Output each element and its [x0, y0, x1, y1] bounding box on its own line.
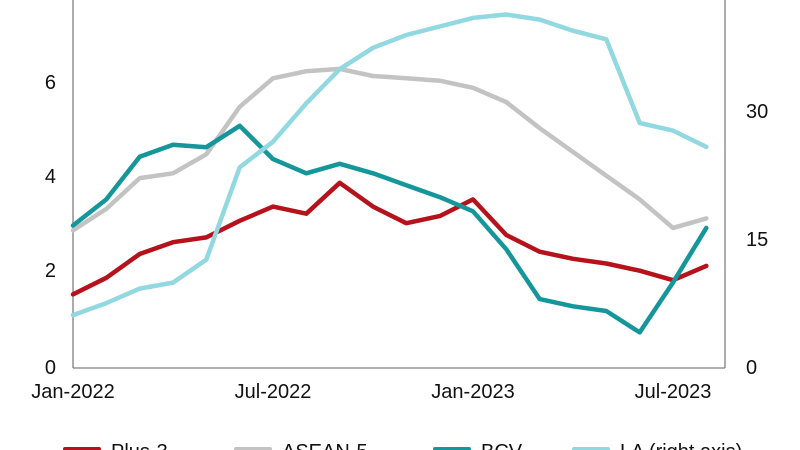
legend-marker-asean5 [234, 447, 272, 450]
series-line-asean-5 [70, 66, 709, 233]
legend-label-la: LA (right axis) [620, 439, 742, 450]
right-axis-tick-0: 0 [746, 357, 758, 379]
legend-marker-bcv [433, 447, 471, 450]
right-axis-tick-15: 15 [746, 229, 769, 251]
left-axis-tick-6: 6 [44, 72, 56, 94]
x-axis-tick-jan-2022: Jan-2022 [31, 381, 115, 403]
legend-label-plus3: Plus-3 [111, 439, 168, 450]
legend-marker-plus3 [63, 447, 101, 450]
legend-marker-la [572, 447, 610, 450]
left-axis-tick-2: 2 [44, 260, 56, 282]
legend-label-bcv: BCV [481, 439, 522, 450]
series-line-la-right-axis- [70, 12, 709, 318]
left-axis-tick-0: 0 [44, 357, 56, 379]
right-axis-tick-30: 30 [746, 101, 769, 123]
left-axis-tick-4: 4 [44, 166, 56, 188]
legend-label-asean5: ASEAN-5 [282, 439, 368, 450]
x-axis-tick-jan-2023: Jan-2023 [431, 381, 515, 403]
x-axis-tick-jul-2023: Jul-2023 [634, 381, 712, 403]
series-line-bcv [70, 123, 709, 335]
x-axis-tick-jul-2022: Jul-2022 [234, 381, 312, 403]
series-line-plus-3 [70, 180, 709, 297]
